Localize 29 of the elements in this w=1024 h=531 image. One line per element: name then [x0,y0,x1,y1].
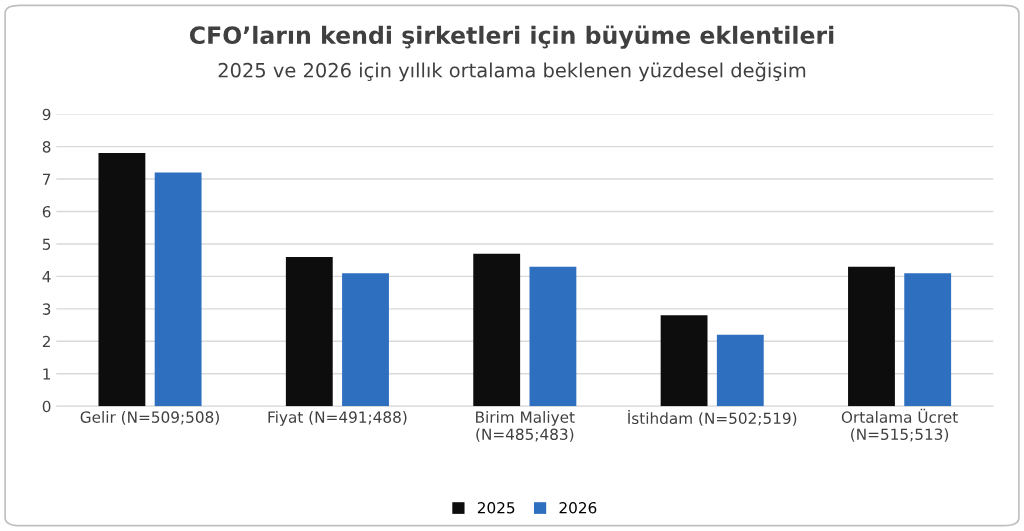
x-tick-label: Fiyat (N=491;488) [268,411,407,426]
bar [716,334,764,407]
y-tick-label: 5 [42,238,51,250]
y-tick-label: 7 [42,173,51,185]
y-tick-label: 1 [43,368,51,380]
y-tick-label: 4 [42,271,51,283]
bar [904,273,952,407]
bar [848,266,895,407]
y-tick-label: 8 [42,141,51,153]
y-tick-label: 9 [42,108,51,121]
bar [285,256,333,407]
y-tick-label: 2 [42,335,50,348]
y-tick-label: 6 [42,205,51,218]
x-tick-label: Ortalama Ücret (N=515;513) [841,408,958,442]
bar [342,273,389,407]
bar [660,315,708,407]
x-tick-label: İstihdam (N=502;519) [628,409,797,426]
bar [529,266,577,407]
chart-subtitle: 2025 ve 2026 için yıllık ortalama beklenen yüzdesel değişim [218,62,806,82]
legend-label: 2025 [477,502,515,514]
x-tick-label: Birim Maliyet (N=485;483) [476,411,575,442]
y-tick-label: 0 [42,400,51,413]
bar [473,253,521,407]
chart-title: CFO’ların kendi şirketleri için büyüme eklentileri [189,25,834,49]
x-tick-label: Gelir (N=509;508) [80,411,219,425]
y-tick-label: 3 [42,303,51,315]
bar [98,153,146,407]
legend-label: 2026 [559,502,597,514]
bar [154,172,202,407]
